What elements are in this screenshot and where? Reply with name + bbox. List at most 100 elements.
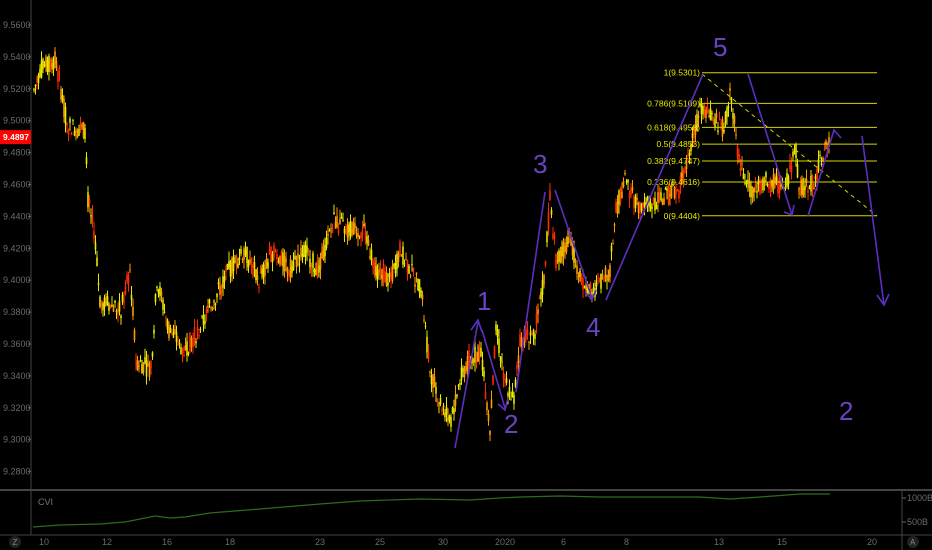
candle-body [531,330,533,332]
indicator-tick: 1000B [907,493,932,503]
candle-body [321,251,323,259]
candle-body [364,232,367,241]
price-tick-label: 9.3000 [3,435,31,445]
candle-body [649,203,652,208]
candle-body [544,261,547,266]
candle-body [565,242,568,252]
candle-body [447,417,449,422]
candle-body [822,157,824,162]
candle-body [804,185,806,190]
arrowhead-icon [497,397,509,412]
candle-body [318,265,320,273]
candle-body [537,309,539,315]
wave-3-arrow[interactable] [515,191,546,393]
candle-body [771,180,773,186]
candle-body [474,346,476,363]
price-axis[interactable]: 9.5600 9.5400 9.5200 9.5000 9.4800 9.4600 9.44… [3,20,31,477]
candle-body [540,292,542,300]
price-tick-label: 9.5000 [3,116,31,126]
up-arrow[interactable] [807,128,842,217]
candle-body [115,310,118,313]
arrowhead-icon [584,289,597,302]
candle-body [796,164,799,178]
candle-body [70,132,73,136]
wave-5-arrow[interactable] [605,73,704,301]
candle-body [370,249,373,261]
candle-body [481,359,484,371]
candle-body [598,277,601,279]
candle-body [379,267,382,275]
candle-body [799,185,802,195]
candle-body [789,162,791,170]
candle-body [666,188,668,191]
candle-body [126,274,128,282]
time-tick-label: 13 [714,537,724,547]
candle-body [798,188,800,191]
time-axis[interactable]: 10 12 16 18 23 25 30 2020 6 8 13 15 20 [39,537,877,547]
candle-body [282,252,284,267]
candle-body [508,386,511,393]
candle-body [82,122,85,138]
candle-body [313,269,316,273]
time-tick-label: 20 [867,537,877,547]
candle-body [489,430,491,436]
candle-body [406,260,409,273]
candle-body [253,262,256,269]
reset-zoom-button[interactable]: Z [9,536,21,548]
wave-1-arrow[interactable] [454,321,479,449]
candle-body [748,181,751,189]
candle-body [85,157,88,165]
candle-body [486,402,488,411]
candle-body [204,320,206,324]
candle-body [735,134,737,136]
candle-body [762,178,764,191]
candle-body [571,240,574,256]
candle-body [402,246,404,265]
candle-body [538,297,541,299]
wave-4-arrow[interactable] [554,189,593,299]
candle-body [382,266,385,283]
candle-body [414,284,416,287]
candle-body [286,267,289,274]
price-tick-label: 9.4400 [3,211,31,221]
fib-trend-dashed-line [701,73,878,217]
candle-body [129,269,131,271]
projection-arrow[interactable] [861,135,885,306]
indicator-name[interactable]: CVI [38,497,53,507]
candle-body [714,118,716,127]
candle-body [552,233,554,239]
auto-scale-button[interactable]: A [907,536,919,548]
candle-body [742,173,745,180]
candle-body [120,315,122,318]
candle-body [756,190,758,193]
candle-body [378,269,380,273]
candle-body [429,371,431,373]
down-arrow[interactable] [747,73,793,216]
candle-body [214,303,217,306]
candle-body [373,261,376,275]
time-tick-label: 18 [225,537,235,547]
wave-label: 5 [713,32,727,62]
candle-body [295,257,298,267]
candle-body [600,273,602,289]
candle-body [550,209,553,215]
time-tick-label: 12 [102,537,112,547]
wave-2-arrow[interactable] [481,329,506,409]
candle-body [240,248,242,254]
candle-body [237,263,239,268]
candle-body [631,187,634,191]
candle-body [133,330,136,341]
price-tick-label: 9.3600 [3,339,31,349]
fibonacci-retracement[interactable]: 1(9.5301) 0.786(9.5109) 0.618(9.4958) 0.5(9… [647,68,877,221]
price-tick-label: 9.4200 [3,243,31,253]
candle-body [397,253,400,263]
candle-body [480,347,482,357]
candle-body [294,255,296,260]
candle-body [168,325,170,339]
candle-body [250,264,253,267]
candle-body [405,258,407,260]
wave-arrows[interactable] [454,73,890,449]
candle-body [34,84,37,87]
candle-body [595,282,598,287]
